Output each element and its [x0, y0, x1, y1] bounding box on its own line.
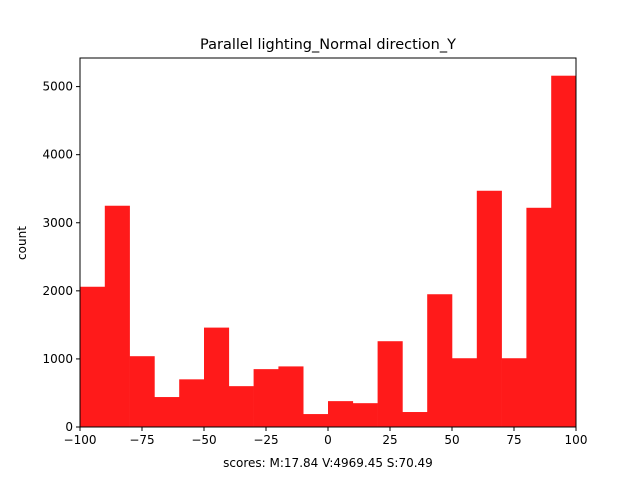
x-axis-ticks: −100 −75 −50 −25 0 25 50 75 100 [64, 427, 588, 447]
histogram-bar [452, 358, 478, 427]
axes-frame [79, 57, 577, 428]
histogram-bar [328, 401, 354, 427]
histogram-bar [80, 286, 106, 427]
bars-group [80, 75, 577, 427]
x-tick-label: 100 [565, 433, 588, 447]
y-axis-ticks: 0 1000 2000 3000 4000 5000 [42, 80, 80, 434]
histogram-bar [352, 403, 378, 427]
y-tick-label: 4000 [42, 148, 73, 162]
histogram-bar [427, 294, 453, 427]
histogram-bar [228, 386, 254, 427]
x-axis-label: scores: M:17.84 V:4969.45 S:70.49 [223, 456, 433, 470]
y-tick-label: 0 [65, 420, 73, 434]
histogram-bar [154, 397, 180, 427]
x-tick-label: 25 [382, 433, 397, 447]
histogram-bar [179, 379, 205, 427]
histogram-bar [526, 207, 552, 427]
histogram-bar [303, 414, 329, 427]
histogram-bar [204, 327, 230, 427]
histogram-bar [278, 366, 304, 427]
x-tick-label: −75 [129, 433, 154, 447]
y-tick-label: 3000 [42, 216, 73, 230]
chart-title: Parallel lighting_Normal direction_Y [200, 37, 456, 53]
histogram-bar [402, 412, 428, 427]
x-tick-label: −50 [191, 433, 216, 447]
histogram-bar [377, 341, 403, 427]
y-tick-label: 5000 [42, 80, 73, 94]
histogram-bar [129, 356, 155, 427]
histogram-bar [476, 190, 502, 427]
x-tick-label: −25 [253, 433, 278, 447]
y-axis-label: count [15, 226, 29, 260]
y-tick-label: 2000 [42, 284, 73, 298]
x-tick-label: 50 [444, 433, 459, 447]
histogram-bar [501, 358, 527, 427]
histogram-bar [253, 369, 279, 427]
y-tick-label: 1000 [42, 352, 73, 366]
x-tick-label: −100 [64, 433, 97, 447]
x-tick-label: 0 [324, 433, 332, 447]
x-tick-label: 75 [506, 433, 521, 447]
histogram-bar [104, 205, 130, 427]
histogram-bar [551, 75, 577, 427]
